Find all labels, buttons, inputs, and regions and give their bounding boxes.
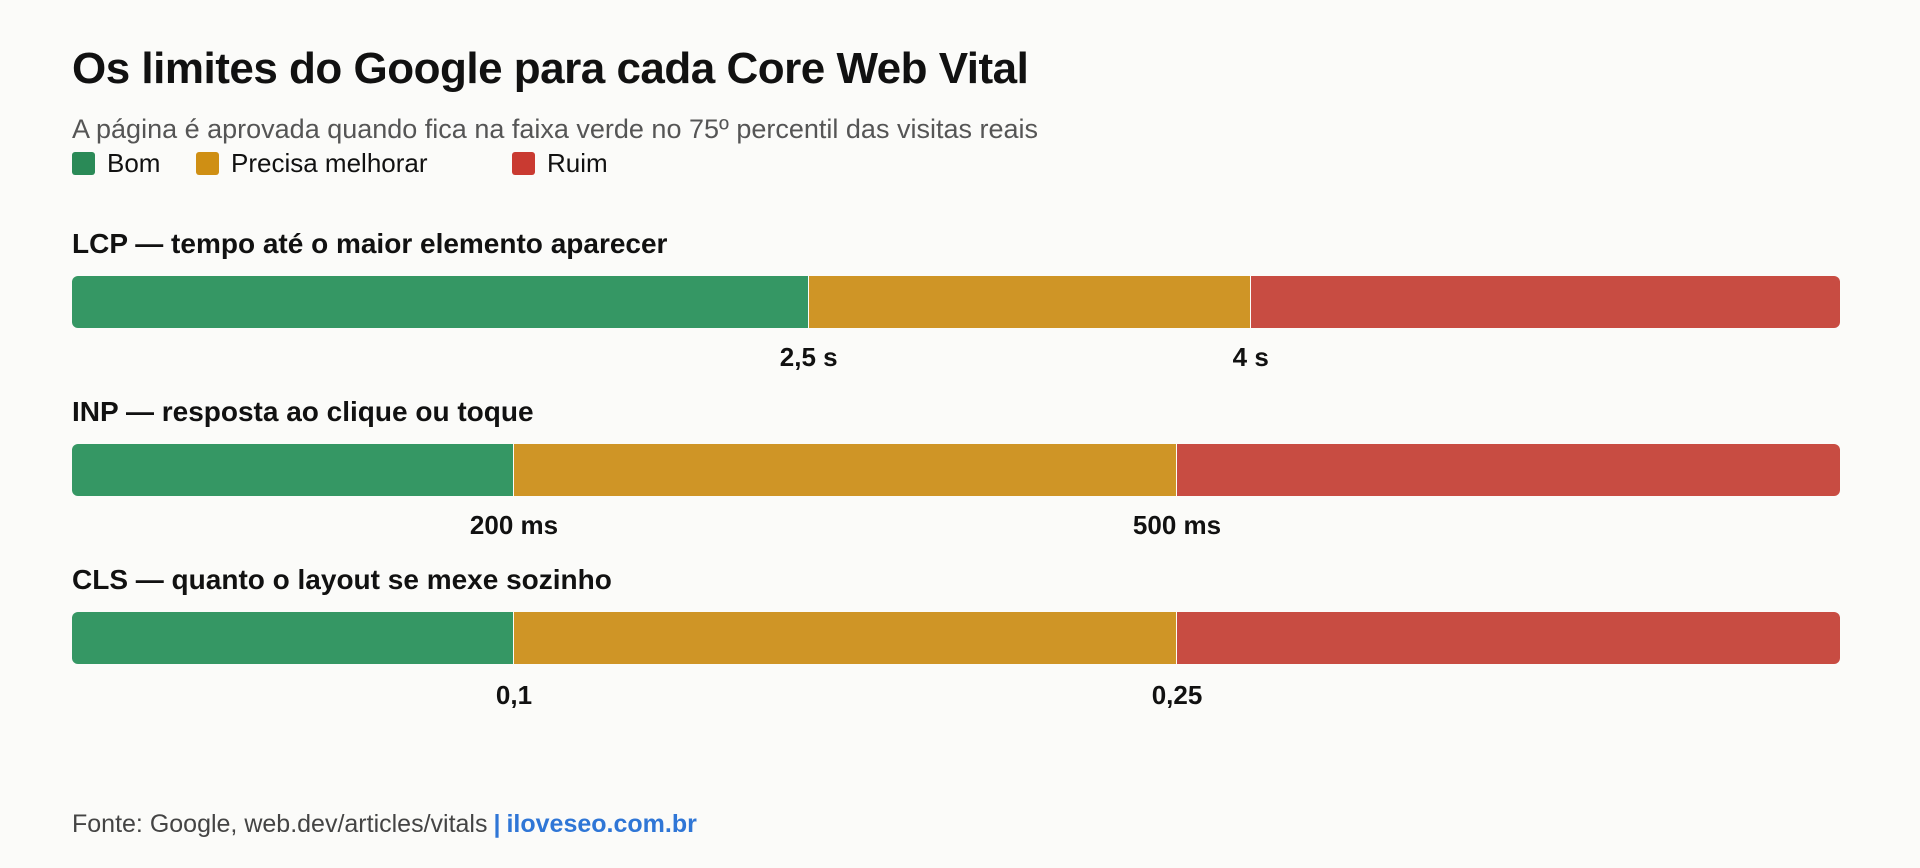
chart-subtitle: A página é aprovada quando fica na faixa… (72, 114, 1038, 144)
footer-separator: | (493, 810, 501, 838)
legend-label-ruim: Ruim (547, 147, 608, 178)
chart-title: Os limites do Google para cada Core Web … (72, 44, 1029, 93)
metric-label-lcp: LCP — tempo até o maior elemento aparece… (72, 228, 668, 259)
footer-source: Fonte: Google, web.dev/articles/vitals (72, 810, 488, 838)
threshold-label-inp-1: 200 ms (469, 510, 559, 540)
segment-cls-bom (72, 612, 514, 664)
legend-label-precisa-melhorar: Precisa melhorar (231, 147, 428, 178)
segment-inp-bom (72, 444, 514, 496)
legend-label-bom: Bom (107, 147, 161, 178)
legend-item-precisa-melhorar: Precisa melhorar (196, 148, 428, 178)
legend-item-ruim: Ruim (512, 148, 608, 178)
legend: Bom Precisa melhorar Ruim (72, 148, 972, 178)
footer: Fonte: Google, web.dev/articles/vitals | i… (72, 810, 697, 839)
threshold-label-cls-1: 0,1 (495, 680, 533, 710)
metric-bar-lcp (72, 276, 1840, 328)
legend-swatch-precisa-melhorar (196, 151, 219, 175)
legend-swatch-bom (72, 151, 95, 175)
legend-swatch-ruim (512, 151, 535, 175)
segment-cls-ruim (1177, 612, 1840, 664)
metric-bar-inp (72, 444, 1840, 496)
threshold-label-lcp-1: 2,5 s (779, 342, 838, 372)
segment-lcp-bom (72, 276, 809, 328)
threshold-label-lcp-2: 4 s (1232, 342, 1269, 372)
segment-inp-precisa-melhorar (514, 444, 1177, 496)
threshold-label-cls-2: 0,25 (1151, 680, 1203, 710)
segment-lcp-ruim (1250, 276, 1840, 328)
metric-label-cls: CLS — quanto o layout se mexe sozinho (72, 564, 612, 595)
footer-brand-link[interactable]: iloveseo.com.br (506, 810, 697, 838)
threshold-label-inp-2: 500 ms (1132, 510, 1222, 540)
segment-inp-ruim (1177, 444, 1840, 496)
metric-label-inp: INP — resposta ao clique ou toque (72, 396, 534, 427)
legend-item-bom: Bom (72, 148, 160, 178)
segment-lcp-precisa-melhorar (808, 276, 1251, 328)
metric-bar-cls (72, 612, 1840, 664)
segment-cls-precisa-melhorar (514, 612, 1177, 664)
